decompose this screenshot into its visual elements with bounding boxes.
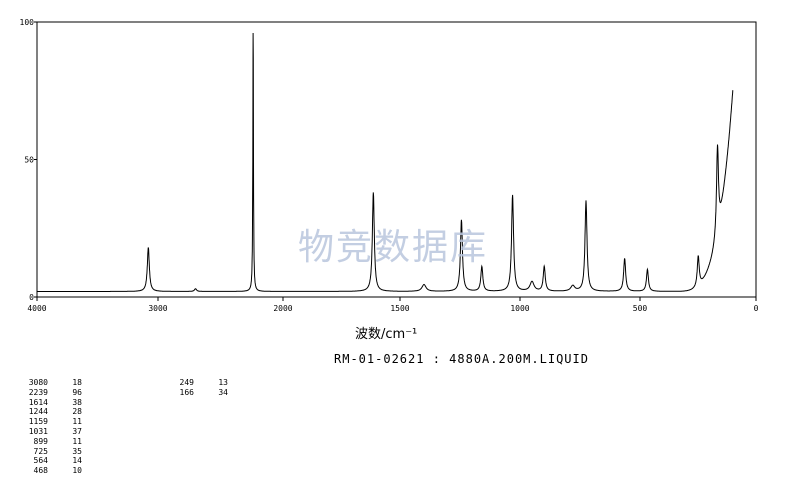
peak-row: 468 10: [20, 466, 82, 476]
peak-intensity: 34: [218, 387, 228, 397]
x-tick-label: 2000: [273, 304, 292, 313]
peak-intensity: 38: [72, 397, 82, 407]
peak-intensity: 18: [72, 378, 82, 387]
x-tick-label: 1500: [390, 304, 409, 313]
peak-intensity: 13: [218, 378, 228, 387]
peak-row: 2239 96: [20, 388, 82, 398]
y-tick-label: 0: [29, 293, 34, 302]
peak-row: 166 34: [166, 388, 228, 398]
peak-row: 1031 37: [20, 427, 82, 437]
peak-wavenumber: 3080: [28, 378, 48, 387]
peak-row: 1244 28: [20, 407, 82, 417]
x-tick-label: 3000: [148, 304, 167, 313]
peak-wavenumber: 468: [33, 466, 48, 476]
peak-intensity: 37: [72, 426, 82, 436]
spectrum-line: [37, 32, 734, 292]
peak-wavenumber: 249: [179, 378, 194, 387]
peak-row: 3080 18: [20, 378, 82, 388]
peak-row: 249 13: [166, 378, 228, 388]
watermark-text: 物竞数据库: [298, 227, 489, 268]
x-axis-label: 波数/cm⁻¹: [355, 327, 418, 342]
peak-intensity: 14: [72, 456, 82, 466]
peak-wavenumber: 2239: [28, 387, 48, 397]
peak-intensity: 96: [72, 387, 82, 397]
x-tick-label: 0: [754, 304, 759, 313]
peak-wavenumber: 1159: [28, 417, 48, 427]
peak-table-left: 3080 18 2239 96 1614 38 1244 28 1159 11 1031 37 899 1…: [20, 378, 82, 476]
peak-row: 564 14: [20, 456, 82, 466]
axis-ticks: 4000 3000 2000 1500 1000 500 0 0 50 100: [20, 18, 759, 313]
raman-spectrum-chart: 4000 3000 2000 1500 1000 500 0 0 50 100: [20, 18, 759, 313]
sample-info: RM-01-02621 : 4880A.200M.LIQUID: [334, 352, 589, 366]
peak-wavenumber: 725: [33, 446, 48, 456]
peak-wavenumber: 1614: [28, 397, 48, 407]
peak-row: 1614 38: [20, 398, 82, 408]
peak-wavenumber: 1244: [28, 407, 48, 417]
peak-row: 899 11: [20, 437, 82, 447]
peak-intensity: 28: [72, 407, 82, 417]
peak-wavenumber: 564: [33, 456, 48, 466]
peak-intensity: 35: [72, 446, 82, 456]
peak-table-right: 249 13 166 34: [166, 378, 228, 398]
x-tick-label: 1000: [510, 304, 529, 313]
peak-intensity: 10: [72, 466, 82, 476]
peak-wavenumber: 1031: [28, 426, 48, 436]
peak-row: 1159 11: [20, 417, 82, 427]
peak-intensity: 11: [72, 417, 82, 427]
y-tick-label: 100: [20, 18, 35, 27]
x-tick-label: 4000: [27, 304, 46, 313]
peak-row: 725 35: [20, 447, 82, 457]
x-tick-label: 500: [633, 304, 648, 313]
peak-wavenumber: 899: [33, 436, 48, 446]
peak-wavenumber: 166: [179, 387, 194, 397]
y-tick-label: 50: [24, 156, 34, 165]
peak-intensity: 11: [72, 436, 82, 446]
